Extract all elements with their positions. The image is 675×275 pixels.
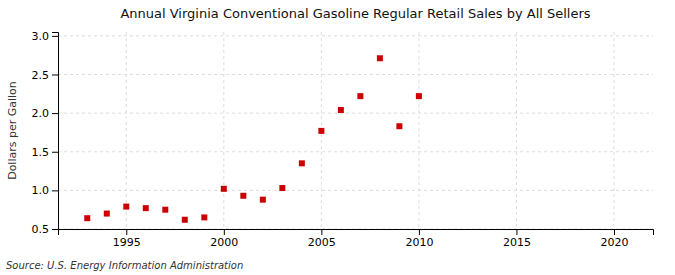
tick-mark	[52, 36, 58, 37]
tick: 2015	[503, 229, 531, 249]
point	[396, 123, 402, 129]
tick-mark	[614, 229, 615, 235]
x-axis: 1995 2000 2005 2010 2015 2020	[59, 229, 654, 249]
point	[377, 55, 383, 61]
grid-line	[58, 113, 653, 114]
tick: 2000	[210, 229, 238, 249]
tick-label: 2000	[210, 236, 238, 249]
tick: 0.5	[32, 223, 59, 236]
grid-line	[58, 74, 653, 75]
axis-line	[52, 33, 59, 230]
point	[201, 214, 207, 220]
points	[84, 55, 422, 222]
point	[416, 93, 422, 99]
y-axis: 0.5 1.0 1.5 2.0 2.5 3.0	[32, 30, 59, 236]
tick: 2020	[600, 229, 628, 249]
tick-mark	[52, 190, 58, 191]
tick-mark	[419, 229, 420, 235]
tick: 2.0	[32, 107, 59, 120]
tick-label: 0.5	[32, 223, 50, 236]
tick-label: 2.5	[32, 69, 50, 82]
point	[279, 185, 285, 191]
grid-line	[58, 151, 653, 152]
point	[338, 107, 344, 113]
point	[84, 215, 90, 221]
tick: 3.0	[32, 30, 59, 43]
point	[104, 211, 110, 217]
tick-label: 2020	[600, 236, 628, 249]
tick-mark	[52, 229, 58, 230]
grid-line	[418, 32, 419, 229]
grid-line	[126, 32, 127, 229]
tick: 2.5	[32, 69, 59, 82]
chart: 1995 2000 2005 2010 2015 2020 0.5 1.0 1.5 2.0 2.5 3…	[0, 0, 675, 275]
point	[143, 205, 149, 211]
tick: 1995	[113, 229, 141, 249]
tick-label: 1995	[113, 236, 141, 249]
point	[221, 186, 227, 192]
tick-mark	[224, 229, 225, 235]
tick-mark	[52, 152, 58, 153]
point	[240, 193, 246, 199]
point	[162, 207, 168, 213]
grid-line	[516, 32, 517, 229]
point	[260, 197, 266, 203]
point	[357, 93, 363, 99]
tick-label: 2015	[503, 236, 531, 249]
axis-line	[59, 230, 654, 236]
tick: 1.5	[32, 146, 59, 159]
tick-label: 3.0	[32, 30, 50, 43]
tick-mark	[52, 74, 58, 75]
tick-label: 2005	[308, 236, 336, 249]
tick-label: 2.0	[32, 107, 50, 120]
grid-line	[613, 32, 614, 229]
tick: 1.0	[32, 184, 59, 197]
tick-mark	[516, 229, 517, 235]
grid-line	[223, 32, 224, 229]
tick: 2005	[308, 229, 336, 249]
tick: 2010	[405, 229, 433, 249]
tick-mark	[126, 229, 127, 235]
tick-label: 1.0	[32, 184, 50, 197]
tick-mark	[52, 113, 58, 114]
point	[299, 160, 305, 166]
tick-label: 2010	[405, 236, 433, 249]
grid	[58, 32, 653, 229]
plot: 1995 2000 2005 2010 2015 2020 0.5 1.0 1.5 2.0 2.5 3…	[32, 30, 654, 249]
point	[182, 217, 188, 223]
grid-line	[58, 190, 653, 191]
annotation: Source: U.S. Energy Information Administ…	[6, 260, 243, 271]
y-axis-label: Dollars per Gallon	[6, 81, 19, 180]
point	[123, 204, 129, 210]
point	[318, 128, 324, 134]
tick-label: 1.5	[32, 146, 50, 159]
tick-mark	[321, 229, 322, 235]
grid-line	[58, 35, 653, 36]
title: Annual Virginia Conventional Gasoline Re…	[120, 6, 590, 21]
